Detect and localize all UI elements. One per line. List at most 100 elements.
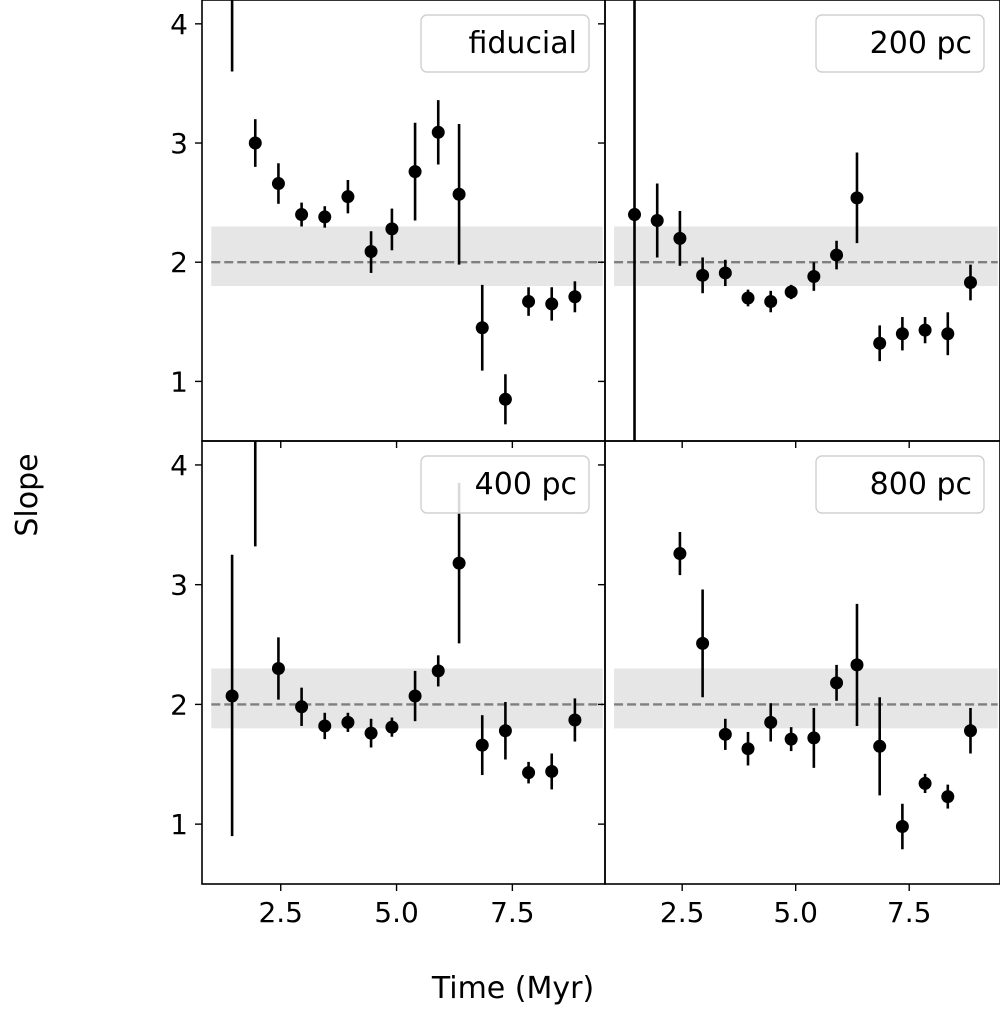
data-point: [873, 739, 887, 753]
data-point: [271, 661, 285, 675]
data-point: [498, 392, 512, 406]
data-point: [718, 266, 732, 280]
plot-area: [211, 0, 603, 425]
data-point: [895, 327, 909, 341]
data-point: [568, 713, 582, 727]
data-point: [318, 210, 332, 224]
data-point: [364, 244, 378, 258]
data-point: [830, 676, 844, 690]
axes-frame: [604, 440, 1000, 885]
data-point: [568, 290, 582, 304]
x-tick-label: 2.5: [258, 896, 303, 929]
data-point: [271, 177, 285, 191]
data-point: [941, 790, 955, 804]
data-point: [830, 248, 844, 262]
data-point: [764, 715, 778, 729]
data-point: [452, 556, 466, 570]
y-tick-label: 1: [170, 808, 188, 841]
data-point: [385, 222, 399, 236]
data-point: [696, 268, 710, 282]
legend-box: [815, 14, 985, 73]
legend-label: 800 pc: [870, 467, 972, 502]
legend-label: fiducial: [468, 26, 577, 61]
data-point: [225, 689, 239, 703]
y-tick-label: 4: [170, 449, 188, 482]
y-axis-label: Slope: [10, 453, 45, 536]
legend-box: [420, 455, 590, 514]
data-point: [941, 327, 955, 341]
data-point: [248, 136, 262, 150]
x-tick-label: 5.0: [374, 896, 419, 929]
data-point: [784, 732, 798, 746]
legend-box: [815, 455, 985, 514]
y-tick-label: 2: [170, 688, 188, 721]
y-tick-label: 4: [170, 8, 188, 41]
data-point: [650, 214, 664, 227]
data-point: [850, 658, 864, 672]
plot-area: [614, 531, 998, 850]
x-tick-label: 7.5: [490, 896, 535, 929]
plot-area: [614, 0, 998, 441]
data-point: [408, 689, 422, 703]
data-point: [963, 275, 977, 289]
y-tick-label: 3: [170, 127, 188, 160]
data-point: [475, 738, 489, 752]
data-point: [452, 187, 466, 201]
data-point: [673, 231, 687, 245]
y-tick-label: 1: [170, 365, 188, 398]
data-point: [431, 125, 445, 139]
reference-band: [211, 226, 603, 287]
reference-band: [614, 226, 998, 287]
data-point: [895, 820, 909, 834]
panel-3: 1 2 3 4 2.5 5.0 7.5 400 pc: [170, 387, 606, 929]
data-point: [522, 766, 536, 780]
data-point: [696, 636, 710, 650]
y-tick-label: 3: [170, 569, 188, 602]
data-point: [295, 208, 309, 222]
data-point: [341, 715, 355, 729]
data-point: [718, 727, 732, 741]
panel-2: 200 pc: [598, 0, 1000, 448]
data-point: [545, 297, 559, 311]
reference-band: [614, 668, 998, 729]
data-point: [545, 764, 559, 778]
data-point: [764, 295, 778, 309]
data-point: [741, 742, 755, 756]
legend-label: 200 pc: [870, 26, 972, 61]
legend-label: 400 pc: [475, 467, 577, 502]
data-point: [498, 724, 512, 738]
data-point: [673, 547, 687, 561]
data-point: [385, 720, 399, 734]
x-tick-label: 2.5: [660, 896, 705, 929]
data-point: [522, 295, 536, 309]
plot-area: [211, 387, 603, 837]
y-tick-label: 2: [170, 246, 188, 279]
data-point: [807, 731, 821, 745]
data-point: [807, 270, 821, 284]
data-point: [318, 719, 332, 733]
data-point: [741, 291, 755, 305]
data-point: [873, 336, 887, 350]
panel-4: 2.5 5.0 7.5 800 pc: [598, 440, 1000, 929]
data-point: [475, 321, 489, 335]
data-point: [364, 726, 378, 740]
x-tick-label: 5.0: [773, 896, 818, 929]
legend-box: [420, 14, 590, 73]
data-point: [249, 387, 262, 400]
data-point: [341, 190, 355, 204]
data-point: [295, 700, 309, 714]
data-point: [431, 664, 445, 678]
data-point: [918, 323, 932, 337]
data-point: [850, 191, 864, 205]
data-point: [408, 165, 422, 179]
reference-band: [211, 668, 603, 729]
x-tick-label: 7.5: [887, 896, 932, 929]
data-point: [628, 208, 642, 222]
data-point: [784, 285, 798, 299]
data-point: [963, 724, 977, 738]
data-point: [918, 776, 932, 790]
panel-1: 1 2 3 4 fiducial: [170, 0, 606, 448]
x-axis-label: Time (Myr): [431, 971, 594, 1006]
